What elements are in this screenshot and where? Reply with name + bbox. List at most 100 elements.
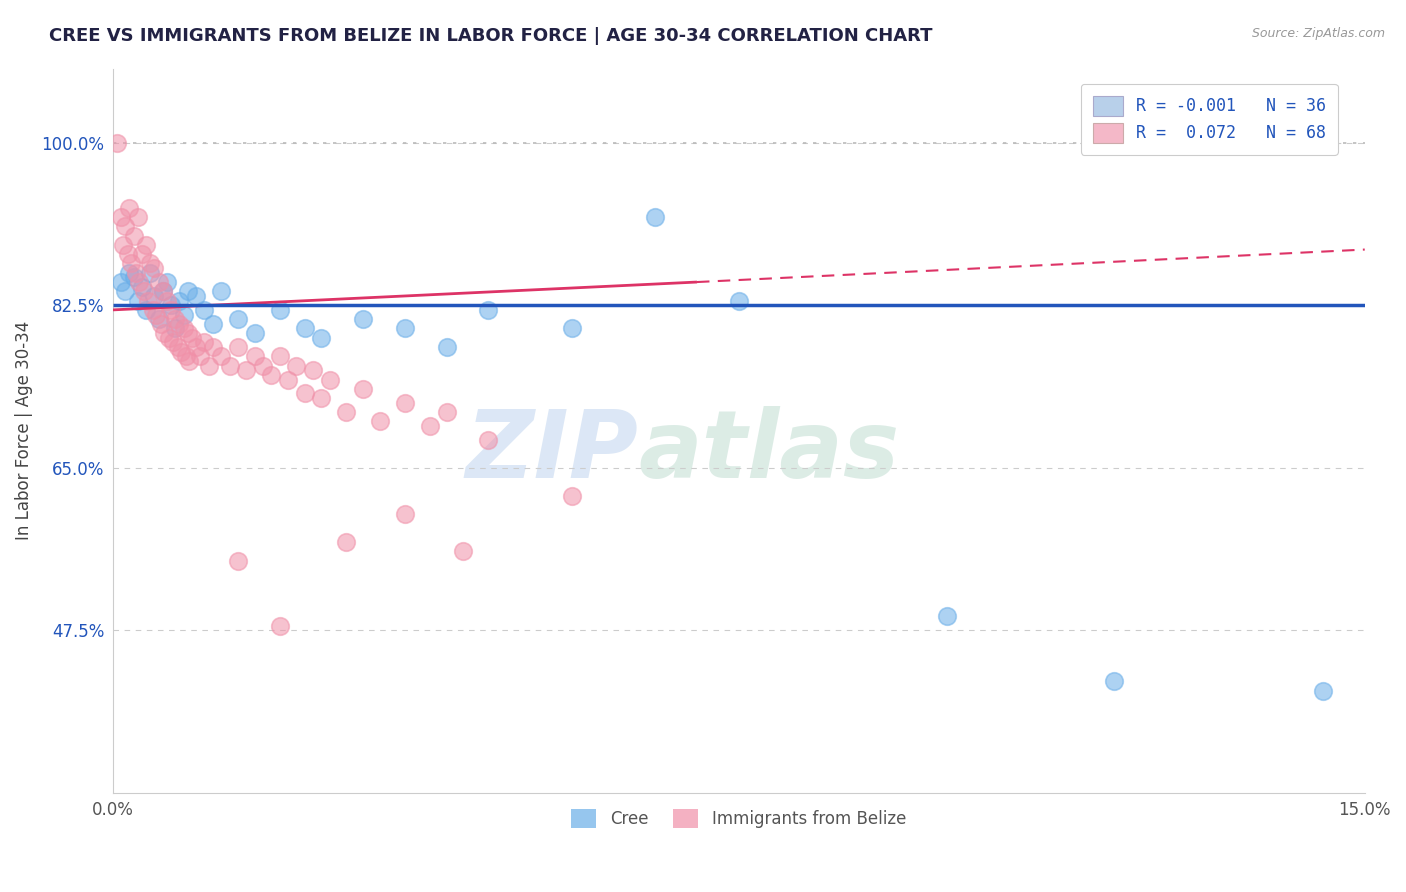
Point <box>394 507 416 521</box>
Point <box>169 293 191 308</box>
Point <box>561 321 583 335</box>
Point <box>165 321 187 335</box>
Point <box>260 368 283 382</box>
Point <box>277 372 299 386</box>
Point <box>165 312 187 326</box>
Point <box>131 247 153 261</box>
Point <box>136 293 159 308</box>
Point <box>1104 674 1126 689</box>
Point <box>352 382 374 396</box>
Point <box>226 553 249 567</box>
Point <box>186 340 208 354</box>
Point <box>394 321 416 335</box>
Point <box>159 331 181 345</box>
Point <box>162 335 184 350</box>
Point <box>156 293 179 308</box>
Point <box>294 386 316 401</box>
Point <box>166 340 188 354</box>
Point <box>269 302 291 317</box>
Point <box>110 210 132 224</box>
Point <box>335 405 357 419</box>
Point <box>477 302 499 317</box>
Point <box>170 344 193 359</box>
Point <box>226 312 249 326</box>
Point <box>269 349 291 363</box>
Text: atlas: atlas <box>638 407 900 499</box>
Point <box>117 247 139 261</box>
Point <box>186 289 208 303</box>
Point <box>269 618 291 632</box>
Text: Source: ZipAtlas.com: Source: ZipAtlas.com <box>1251 27 1385 40</box>
Point <box>177 285 200 299</box>
Point <box>145 308 167 322</box>
Point <box>1312 683 1334 698</box>
Point <box>110 275 132 289</box>
Point <box>226 340 249 354</box>
Point <box>160 298 183 312</box>
Point <box>120 256 142 270</box>
Point <box>181 331 204 345</box>
Point <box>311 391 333 405</box>
Point <box>201 340 224 354</box>
Point <box>177 326 200 340</box>
Point <box>294 321 316 335</box>
Point <box>235 363 257 377</box>
Point <box>243 349 266 363</box>
Point <box>156 275 179 289</box>
Point <box>105 136 128 150</box>
Point <box>148 275 170 289</box>
Point <box>368 414 391 428</box>
Point <box>561 489 583 503</box>
Point <box>152 285 174 299</box>
Point <box>152 285 174 299</box>
Point <box>122 228 145 243</box>
Point <box>148 312 170 326</box>
Point <box>209 349 232 363</box>
Point <box>302 363 325 377</box>
Point <box>477 433 499 447</box>
Point <box>143 289 166 303</box>
Point <box>122 270 145 285</box>
Point <box>118 201 141 215</box>
Point <box>131 279 153 293</box>
Text: ZIP: ZIP <box>465 407 638 499</box>
Point <box>193 302 215 317</box>
Point <box>197 359 219 373</box>
Point <box>173 308 195 322</box>
Point <box>114 219 136 234</box>
Point <box>173 321 195 335</box>
Point <box>135 302 157 317</box>
Point <box>201 317 224 331</box>
Point <box>436 340 458 354</box>
Point <box>142 302 165 317</box>
Point <box>188 349 211 363</box>
Point <box>936 609 959 624</box>
Point <box>318 372 340 386</box>
Point <box>160 302 183 317</box>
Y-axis label: In Labor Force | Age 30-34: In Labor Force | Age 30-34 <box>15 321 32 541</box>
Point <box>394 395 416 409</box>
Point <box>193 335 215 350</box>
Point <box>143 261 166 276</box>
Point <box>174 349 197 363</box>
Point <box>153 326 176 340</box>
Point <box>644 210 666 224</box>
Point <box>311 331 333 345</box>
Point <box>419 419 441 434</box>
Point <box>128 275 150 289</box>
Text: CREE VS IMMIGRANTS FROM BELIZE IN LABOR FORCE | AGE 30-34 CORRELATION CHART: CREE VS IMMIGRANTS FROM BELIZE IN LABOR … <box>49 27 932 45</box>
Point <box>252 359 274 373</box>
Point <box>352 312 374 326</box>
Point <box>127 293 149 308</box>
Point <box>139 266 162 280</box>
Point <box>114 285 136 299</box>
Point <box>125 266 148 280</box>
Point <box>150 317 173 331</box>
Point <box>436 405 458 419</box>
Point <box>727 293 749 308</box>
Point <box>218 359 240 373</box>
Point <box>451 544 474 558</box>
Point <box>209 285 232 299</box>
Point <box>135 238 157 252</box>
Point <box>139 256 162 270</box>
